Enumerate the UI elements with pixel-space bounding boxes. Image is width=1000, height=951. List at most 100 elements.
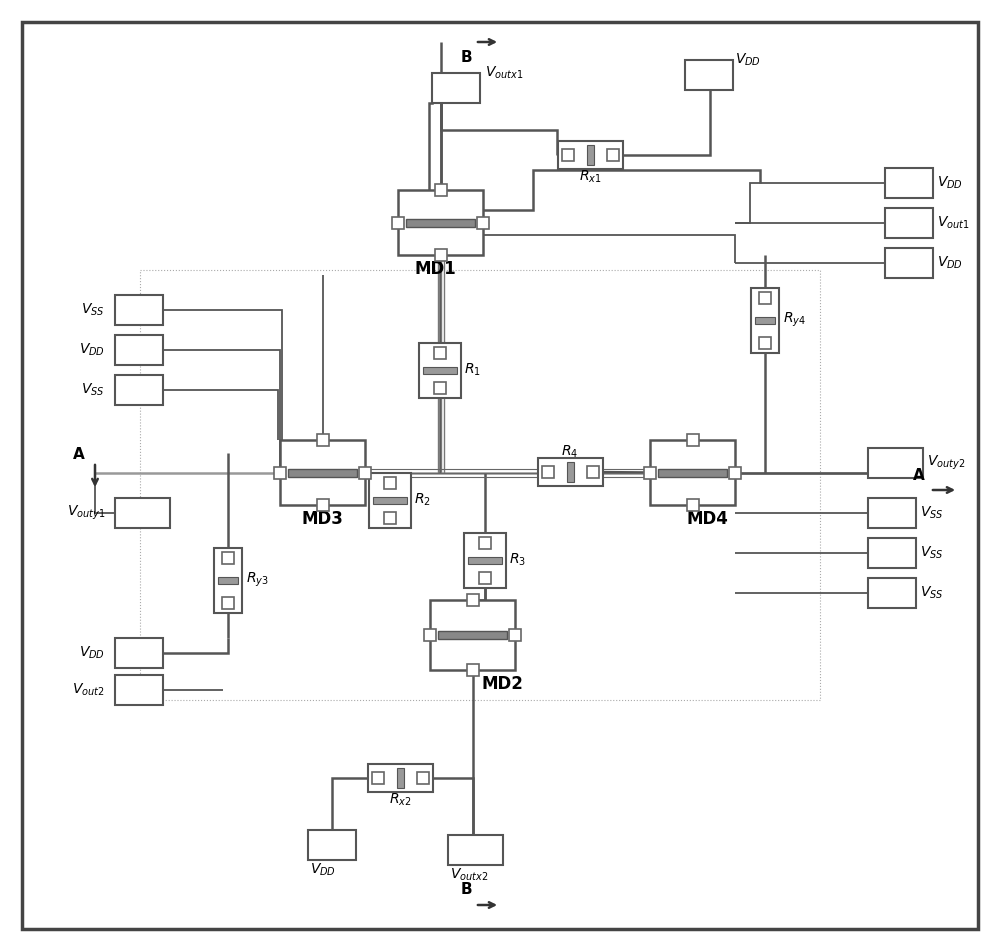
Bar bbox=[438, 631, 507, 639]
Bar bbox=[464, 533, 506, 588]
Text: MD3: MD3 bbox=[302, 510, 343, 528]
Bar bbox=[644, 467, 656, 478]
Bar bbox=[658, 469, 727, 476]
Bar bbox=[686, 499, 698, 511]
Bar bbox=[392, 217, 404, 228]
Bar bbox=[416, 772, 428, 784]
Text: MD1: MD1 bbox=[415, 260, 456, 278]
Bar bbox=[606, 149, 618, 161]
Text: A: A bbox=[73, 447, 85, 462]
Bar bbox=[359, 467, 371, 478]
Text: $R_{y4}$: $R_{y4}$ bbox=[783, 311, 806, 329]
Bar bbox=[115, 375, 163, 405]
Bar bbox=[885, 168, 933, 198]
Bar bbox=[115, 295, 163, 325]
Bar bbox=[423, 366, 457, 374]
Bar bbox=[468, 556, 502, 564]
Text: MD2: MD2 bbox=[482, 675, 523, 693]
Bar bbox=[434, 249, 446, 261]
Bar bbox=[466, 594, 479, 606]
Bar bbox=[755, 317, 775, 323]
Bar bbox=[115, 675, 163, 705]
Bar bbox=[222, 596, 234, 609]
Bar bbox=[586, 145, 594, 165]
Bar bbox=[759, 292, 771, 303]
Bar bbox=[538, 458, 602, 486]
Text: $V_{DD}$: $V_{DD}$ bbox=[735, 51, 761, 68]
Bar bbox=[308, 830, 356, 860]
Bar bbox=[868, 498, 916, 528]
Text: $V_{outy1}$: $V_{outy1}$ bbox=[67, 504, 105, 522]
Bar bbox=[509, 629, 521, 641]
Text: $R_4$: $R_4$ bbox=[561, 444, 579, 460]
Bar bbox=[214, 548, 242, 612]
Bar bbox=[479, 536, 491, 549]
Bar bbox=[369, 473, 411, 528]
Bar bbox=[562, 149, 574, 161]
Bar bbox=[406, 219, 475, 226]
Bar bbox=[759, 337, 771, 348]
Text: $V_{outx2}$: $V_{outx2}$ bbox=[450, 866, 488, 883]
Text: $V_{DD}$: $V_{DD}$ bbox=[937, 175, 963, 191]
Bar bbox=[384, 512, 396, 523]
Bar bbox=[558, 141, 622, 169]
Bar bbox=[479, 572, 491, 584]
Bar bbox=[280, 440, 365, 505]
Bar bbox=[729, 467, 741, 478]
Bar bbox=[115, 335, 163, 365]
Text: $R_1$: $R_1$ bbox=[464, 361, 481, 378]
Bar bbox=[868, 578, 916, 608]
Text: $V_{out2}$: $V_{out2}$ bbox=[72, 682, 105, 698]
Bar bbox=[434, 381, 446, 394]
Bar bbox=[477, 217, 489, 228]
Bar bbox=[868, 448, 923, 478]
Text: A: A bbox=[913, 468, 925, 483]
Bar bbox=[432, 73, 480, 103]
Text: $V_{outy2}$: $V_{outy2}$ bbox=[927, 454, 965, 472]
Text: $V_{SS}$: $V_{SS}$ bbox=[920, 585, 944, 601]
Bar bbox=[218, 576, 238, 584]
Bar bbox=[372, 772, 384, 784]
Bar bbox=[434, 346, 446, 359]
Text: $V_{DD}$: $V_{DD}$ bbox=[79, 341, 105, 359]
Bar bbox=[396, 768, 404, 788]
Bar bbox=[368, 764, 432, 792]
Bar bbox=[398, 190, 483, 255]
Bar bbox=[115, 638, 163, 668]
Text: $R_3$: $R_3$ bbox=[509, 552, 526, 568]
Bar bbox=[140, 270, 820, 700]
Bar bbox=[868, 538, 916, 568]
Bar bbox=[373, 496, 407, 503]
Text: $V_{DD}$: $V_{DD}$ bbox=[937, 255, 963, 271]
Text: B: B bbox=[460, 882, 472, 897]
Text: $V_{DD}$: $V_{DD}$ bbox=[310, 862, 336, 878]
Text: $V_{DD}$: $V_{DD}$ bbox=[79, 645, 105, 661]
Bar bbox=[466, 664, 479, 676]
Text: $R_{x2}$: $R_{x2}$ bbox=[389, 792, 411, 808]
Text: $R_{x1}$: $R_{x1}$ bbox=[579, 168, 601, 185]
Bar bbox=[430, 600, 515, 670]
Bar bbox=[274, 467, 286, 478]
Text: $V_{SS}$: $V_{SS}$ bbox=[81, 301, 105, 319]
Text: $R_2$: $R_2$ bbox=[414, 492, 431, 508]
Bar bbox=[586, 466, 598, 478]
Bar bbox=[448, 835, 503, 865]
Bar bbox=[885, 248, 933, 278]
Text: B: B bbox=[460, 50, 472, 65]
Bar bbox=[222, 552, 234, 564]
Text: $V_{SS}$: $V_{SS}$ bbox=[81, 381, 105, 398]
Text: $V_{out1}$: $V_{out1}$ bbox=[937, 215, 970, 231]
Bar bbox=[434, 184, 446, 196]
Text: MD4: MD4 bbox=[687, 510, 728, 528]
Bar bbox=[115, 498, 170, 528]
Bar bbox=[542, 466, 554, 478]
Bar bbox=[686, 434, 698, 446]
Bar bbox=[566, 462, 574, 482]
Text: $R_{y3}$: $R_{y3}$ bbox=[246, 571, 269, 590]
Bar bbox=[419, 342, 461, 398]
Bar bbox=[288, 469, 357, 476]
Text: $V_{SS}$: $V_{SS}$ bbox=[920, 505, 944, 521]
Bar bbox=[685, 60, 733, 90]
Text: $V_{outx1}$: $V_{outx1}$ bbox=[485, 65, 523, 81]
Bar bbox=[650, 440, 735, 505]
